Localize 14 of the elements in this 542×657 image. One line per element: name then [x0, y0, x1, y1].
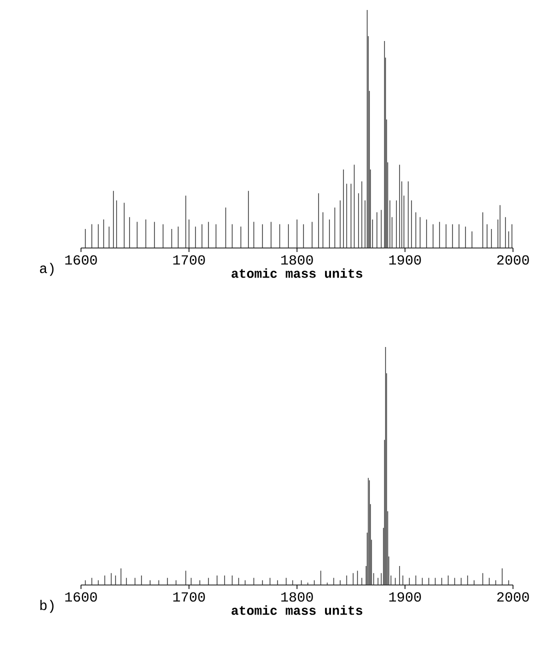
x-tick-label: 1600 [65, 255, 97, 265]
x-tick-label: 2000 [497, 255, 529, 265]
x-tick-label: 1900 [389, 592, 421, 602]
x-tick-label: 1600 [65, 592, 97, 602]
x-tick-label: 1700 [173, 592, 205, 602]
x-axis-title: atomic mass units [232, 605, 362, 615]
x-axis-title: atomic mass units [232, 268, 362, 278]
x-tick-label: 1900 [389, 255, 421, 265]
x-tick-label: 1700 [173, 255, 205, 265]
x-tick-label: 2000 [497, 592, 529, 602]
text: a) [40, 262, 54, 276]
x-tick-label: 1800 [281, 255, 313, 265]
x-tick-label: 1800 [281, 592, 313, 602]
text: b) [40, 600, 54, 613]
